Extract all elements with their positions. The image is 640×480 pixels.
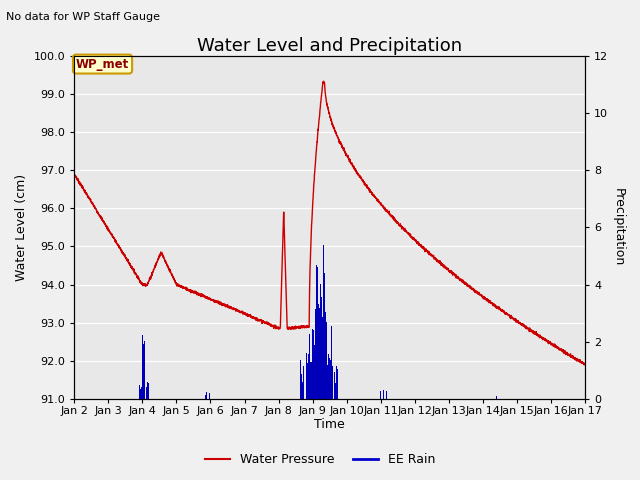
Y-axis label: Water Level (cm): Water Level (cm) (15, 174, 28, 281)
X-axis label: Time: Time (314, 419, 345, 432)
Text: WP_met: WP_met (76, 58, 129, 71)
Y-axis label: Precipitation: Precipitation (612, 188, 625, 266)
Legend: Water Pressure, EE Rain: Water Pressure, EE Rain (200, 448, 440, 471)
Title: Water Level and Precipitation: Water Level and Precipitation (197, 36, 462, 55)
Text: No data for WP Staff Gauge: No data for WP Staff Gauge (6, 12, 161, 22)
